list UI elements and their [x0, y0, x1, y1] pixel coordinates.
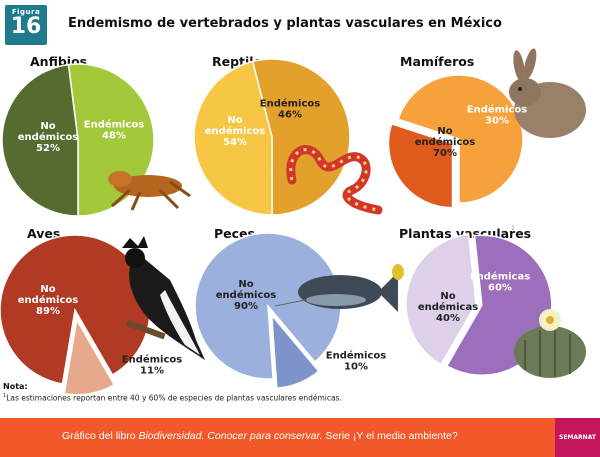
pie-slice-peces-non-endemic: [194, 232, 342, 380]
pie-slice-aves-endemic: [63, 317, 116, 396]
footer-text-after: Serie ¡Y el medio ambiente?: [322, 430, 458, 442]
pie-slice-anfibios-endemic: [1, 63, 79, 217]
pie-label-aves-endemic: Endémicos 11%: [122, 354, 183, 377]
pie-slice-mamíferos-endemic: [387, 122, 454, 209]
pie-label-anfibios-non-endemic: No endémicos 52%: [18, 121, 78, 154]
pie-label-anfibios-endemic: Endémicos 48%: [84, 119, 145, 142]
bird-illustration: [122, 236, 205, 360]
page-title: Endemismo de vertebrados y plantas vascu…: [68, 16, 502, 31]
pie-label-plantas-vasculares-non-endemic: No endémicas 40%: [418, 291, 478, 324]
figure-badge: Figura 16: [5, 5, 47, 45]
pie-label-reptiles-endemic: Endémicos 46%: [260, 98, 321, 121]
figure-number: 16: [10, 14, 42, 39]
footer-text-before: Gráfico del libro: [62, 430, 139, 442]
footer-text: Gráfico del libro Biodiversidad. Conocer…: [62, 430, 458, 442]
semarnat-logo: SEMARNAT: [555, 418, 600, 457]
fish-illustration: [274, 264, 404, 312]
footnote-body: Las estimaciones reportan entre 40 y 60%…: [6, 393, 342, 403]
footnote-marker: 1: [511, 225, 515, 232]
pie-label-mamíferos-non-endemic: No endémicos 70%: [415, 126, 475, 159]
pie-slice-mamíferos-non-endemic: [397, 74, 524, 204]
pie-label-mamíferos-endemic: Endémicos 30%: [467, 104, 528, 127]
note-label: Nota:: [3, 382, 28, 391]
footnote-text-marker: 1: [3, 393, 7, 399]
pie-slice-plantas-vasculares-non-endemic: [405, 233, 477, 366]
pie-label-plantas-vasculares-endemic: Endémicas 60%: [470, 271, 530, 294]
footer-book-title: Biodiversidad. Conocer para conservar.: [138, 430, 323, 442]
footnote-text: 1Las estimaciones reportan entre 40 y 60…: [3, 393, 342, 403]
pie-label-peces-endemic: Endémicos 10%: [326, 350, 387, 373]
snake-illustration: [286, 145, 383, 215]
cactus-illustration: [514, 309, 586, 378]
frog-illustration: [108, 171, 191, 211]
pie-slice-peces-endemic: [270, 313, 320, 389]
pie-charts: Endémicos 48%No endémicos 52%Endémicos 46%No…: [0, 48, 586, 396]
pie-label-peces-non-endemic: No endémicos 90%: [216, 279, 276, 312]
pie-slice-reptiles-non-endemic: [251, 58, 351, 216]
pie-label-aves-non-endemic: No endémicos 89%: [18, 284, 78, 317]
rabbit-illustration: [509, 48, 586, 138]
figure-label: Figura: [11, 8, 41, 16]
footer-bar: Gráfico del libro Biodiversidad. Conocer…: [0, 418, 600, 457]
pie-slice-reptiles-endemic: [193, 60, 273, 216]
chart-title-mamiferos: Mamíferos: [400, 54, 475, 69]
pie-label-reptiles-non-endemic: No endémicos 54%: [205, 115, 265, 148]
chart-title-aves: Aves: [27, 226, 61, 241]
